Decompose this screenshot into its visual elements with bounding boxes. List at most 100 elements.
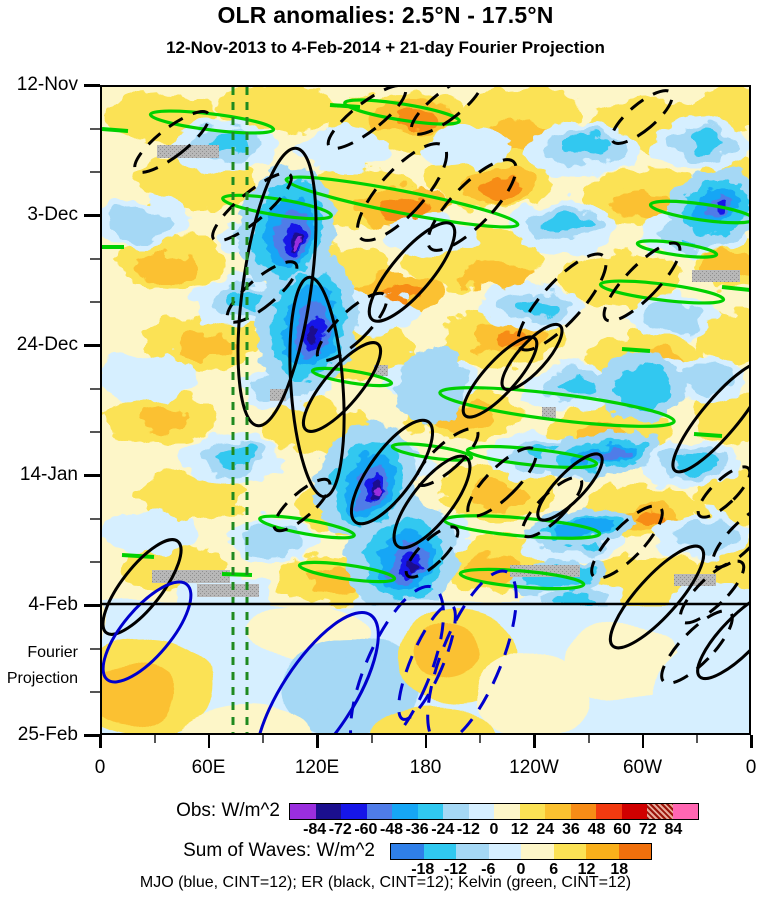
y-axis-label: 25-Feb (17, 724, 78, 745)
x-minor-tick (262, 735, 265, 743)
colorbar-tick-label: 84 (664, 821, 683, 838)
x-minor-tick (696, 735, 699, 743)
y-axis-label: 3-Dec (27, 204, 78, 225)
analysis-end-line (102, 602, 749, 606)
x-minor-tick (370, 735, 373, 743)
colorbar-tick-label: 72 (638, 821, 657, 838)
colorbar-tick-label: -6 (481, 861, 496, 878)
x-major-tick (533, 735, 536, 748)
page-subtitle: 12-Nov-2013 to 4-Feb-2014 + 21-day Fouri… (166, 38, 605, 57)
colorbar-swatch (366, 804, 392, 819)
colorbar-swatch (290, 804, 316, 819)
fourier-projection-label-line1: Fourier (27, 644, 78, 661)
colorbar-tick-labels: -18 -12 -6 0 6 12 18 (390, 860, 652, 880)
y-axis-label: 4-Feb (28, 594, 78, 615)
colorbar-tick-label: 24 (536, 821, 555, 838)
y-axis-label: 14-Jan (19, 464, 78, 485)
colorbar-tick-label: -72 (328, 821, 352, 838)
colorbar-tick-label: 18 (610, 861, 629, 878)
x-minor-tick (479, 735, 482, 743)
x-major-tick (207, 735, 210, 748)
colorbar-swatch (468, 804, 494, 819)
colorbar-swatch (456, 844, 489, 859)
hovmoller-plot (100, 85, 751, 735)
colorbar-swatches (390, 843, 652, 860)
colorbar-tick-label: 0 (516, 861, 526, 878)
colorbar-swatch (521, 844, 554, 859)
y-minor-tick (90, 171, 100, 174)
y-minor-tick (90, 517, 100, 520)
x-axis-label: 120E (294, 757, 340, 778)
colorbar-swatch (596, 804, 622, 819)
colorbar-swatch (570, 804, 596, 819)
y-major-tick (84, 604, 100, 607)
x-major-tick (750, 735, 753, 748)
colorbar-swatch (417, 804, 443, 819)
x-minor-tick (587, 735, 590, 743)
y-major-tick (84, 214, 100, 217)
colorbar-tick-label: -12 (456, 821, 480, 838)
colorbar-swatch (519, 804, 545, 819)
colorbar-tick-label: -24 (431, 821, 455, 838)
y-major-tick (84, 344, 100, 347)
x-axis-label: 60W (622, 757, 663, 778)
colorbar-swatches (289, 803, 699, 820)
colorbar-swatch (494, 804, 520, 819)
colorbar-tick-label: 12 (510, 821, 529, 838)
colorbar-tick-label: -48 (379, 821, 404, 838)
colorbar-tick-label: -18 (411, 861, 435, 878)
colorbar-tick-label: 6 (549, 861, 559, 878)
colorbar-tick-label: 12 (577, 861, 596, 878)
y-major-tick (84, 474, 100, 477)
y-major-tick (84, 84, 100, 87)
colorbar-swatch (647, 804, 673, 819)
fourier-projection-label-line2: Projection (6, 670, 78, 687)
colorbar-tick-label: 0 (489, 821, 499, 838)
y-minor-tick (90, 387, 100, 390)
y-minor-tick (90, 431, 100, 434)
colorbar-swatch (392, 804, 418, 819)
x-axis-label: 60E (191, 757, 226, 778)
obs-colorbar-title: Obs: W/m^2 (176, 800, 280, 821)
y-axis-label: 12-Nov (16, 74, 78, 95)
colorbar-swatch (553, 844, 586, 859)
wave-legend-caption: MJO (blue, CINT=12); ER (black, CINT=12)… (139, 874, 632, 891)
colorbar-swatch (545, 804, 571, 819)
colorbar-tick-label: -60 (354, 821, 378, 838)
y-minor-tick (90, 127, 100, 130)
colorbar-swatch (586, 844, 619, 859)
colorbar-swatch (618, 844, 651, 859)
colorbar-tick-label: 60 (613, 821, 632, 838)
colorbar-tick-label: 48 (587, 821, 606, 838)
colorbar-swatch (423, 844, 456, 859)
y-axis-label: 24-Dec (16, 334, 78, 355)
colorbar-tick-labels: -84 -72 -60 -48 -36 -24 -12 0 12 24 36 48 60 72 84 (289, 820, 699, 840)
x-major-tick (99, 735, 102, 748)
x-major-tick (424, 735, 427, 748)
x-axis-label: 120W (509, 757, 559, 778)
missing-data-patches (152, 145, 740, 597)
y-major-tick (84, 734, 100, 737)
page-title: OLR anomalies: 2.5°N - 17.5°N (217, 2, 554, 28)
x-axis-label: 0 (745, 757, 757, 778)
y-minor-tick (90, 561, 100, 564)
colorbar-swatch (315, 804, 341, 819)
x-axis-label: 180 (409, 757, 442, 778)
x-minor-tick (153, 735, 156, 743)
x-major-tick (641, 735, 644, 748)
x-axis-label: 0 (94, 757, 106, 778)
colorbar-tick-label: -12 (443, 861, 468, 878)
kelvin-wave-contours (102, 98, 749, 591)
mjo-wave-contours (102, 569, 518, 733)
x-major-tick (316, 735, 319, 748)
y-minor-tick (90, 257, 100, 260)
sum-of-waves-colorbar-title: Sum of Waves: W/m^2 (183, 840, 375, 861)
colorbar-swatch (672, 804, 698, 819)
colorbar-swatch (443, 804, 469, 819)
y-minor-tick (90, 301, 100, 304)
colorbar-tick-label: -84 (303, 821, 327, 838)
colorbar-swatch (391, 844, 424, 859)
colorbar-swatch (621, 804, 647, 819)
colorbar-tick-label: -36 (405, 821, 429, 838)
er-wave-contours (102, 87, 749, 685)
